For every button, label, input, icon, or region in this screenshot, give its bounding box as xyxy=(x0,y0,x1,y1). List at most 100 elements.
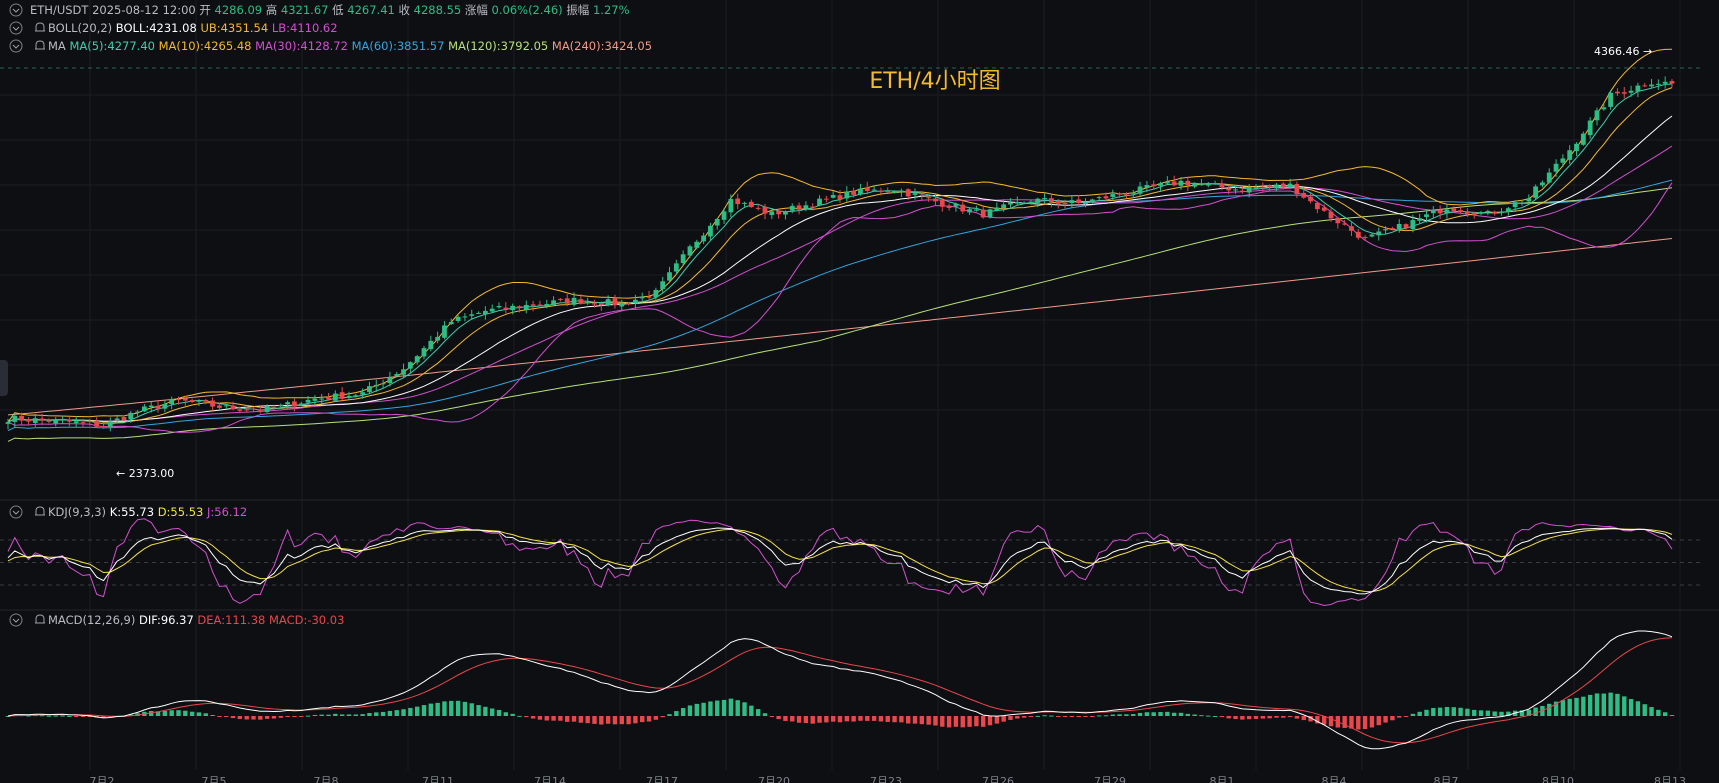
candle-body xyxy=(578,299,584,304)
toggle-header-icon[interactable] xyxy=(9,3,23,17)
macd-bar xyxy=(633,716,638,724)
candle-body xyxy=(442,325,447,338)
macd-bar xyxy=(1478,710,1484,716)
chevron-down-icon xyxy=(12,44,20,49)
candle-body xyxy=(298,403,304,406)
macd-bar xyxy=(987,716,993,726)
candle-body xyxy=(230,405,236,410)
candle-body xyxy=(305,399,311,403)
macd-bar xyxy=(1308,716,1313,722)
chevron-down-icon xyxy=(12,26,20,31)
candle-body xyxy=(960,204,966,212)
macd-bar xyxy=(1206,715,1211,717)
candle-body xyxy=(292,401,297,407)
macd-bar xyxy=(1635,701,1641,716)
candle-body xyxy=(1083,202,1088,204)
candle-body xyxy=(367,386,372,393)
macd-bar xyxy=(1362,716,1368,730)
macd-bar xyxy=(1219,716,1225,718)
macd-bar xyxy=(933,716,938,726)
macd-bar xyxy=(414,706,420,716)
macd-bar xyxy=(1390,716,1395,721)
chevron-down-icon xyxy=(12,618,20,623)
candle-body xyxy=(373,384,379,387)
macd-bar xyxy=(599,716,604,725)
macd-bar xyxy=(1349,716,1354,729)
macd-bar xyxy=(149,711,154,716)
candle-body xyxy=(46,420,52,422)
candle-body xyxy=(1096,197,1102,199)
x-axis-label: 7月2 xyxy=(90,775,115,783)
candle-body xyxy=(517,306,522,309)
toggle-macd-icon[interactable] xyxy=(9,613,23,627)
candle-body xyxy=(1185,180,1191,186)
macd-bar xyxy=(162,711,168,716)
toggle-boll-icon[interactable] xyxy=(9,21,23,35)
macd-bar xyxy=(858,716,863,721)
macd-bar xyxy=(333,713,338,716)
candle-body xyxy=(810,206,816,208)
chevron-circle xyxy=(9,39,23,53)
chevron-circle xyxy=(9,21,23,35)
candle-body xyxy=(1662,81,1668,84)
candle-body xyxy=(1274,184,1279,189)
candle-body xyxy=(19,415,25,421)
macd-bar xyxy=(524,716,529,718)
candle-body xyxy=(687,246,693,256)
macd-bar xyxy=(558,716,563,721)
macd-bar xyxy=(442,701,447,716)
bell-icon xyxy=(35,40,45,50)
macd-bar xyxy=(885,716,890,722)
macd-bar xyxy=(217,716,222,717)
change-value: 0.06%(2.46) xyxy=(492,3,567,17)
candle-body xyxy=(1199,184,1204,186)
macd-bar xyxy=(783,716,788,721)
macd-bar xyxy=(1171,712,1177,716)
candle-body xyxy=(633,299,638,304)
chevron-down-icon xyxy=(12,8,20,13)
macd-bar xyxy=(946,716,952,728)
macd-bar xyxy=(5,716,11,717)
candle-body xyxy=(742,202,747,204)
candle-body xyxy=(1546,172,1552,183)
ma-item: MA(60):3851.57 xyxy=(352,39,448,53)
kdj-d-value: D:55.53 xyxy=(158,505,207,519)
macd-bar xyxy=(708,701,713,716)
candle-body xyxy=(1553,163,1559,172)
chart-watermark: ETH/4小时图 xyxy=(869,69,1000,94)
macd-bar xyxy=(1083,716,1088,717)
toggle-kdj-icon[interactable] xyxy=(9,505,23,519)
macd-bar xyxy=(1547,703,1552,716)
candle-body xyxy=(660,281,666,290)
bell-icon xyxy=(35,22,45,32)
candle-body xyxy=(73,421,79,423)
candle-body xyxy=(1655,83,1661,85)
macd-bar xyxy=(1642,704,1647,716)
collapse-panel-handle[interactable] xyxy=(0,360,8,396)
candle-body xyxy=(1117,193,1123,195)
macd-bar xyxy=(824,716,829,723)
candle-body xyxy=(353,395,359,397)
candle-body xyxy=(1587,120,1593,136)
toggle-ma-icon[interactable] xyxy=(9,39,23,53)
macd-bar xyxy=(878,716,884,722)
candle-body xyxy=(680,254,686,264)
x-axis-label: 7月20 xyxy=(758,775,790,783)
candle-body xyxy=(278,404,284,407)
macd-bar xyxy=(1294,716,1300,719)
candle-body xyxy=(864,187,870,191)
ma-label: MA xyxy=(48,39,69,53)
candle-body xyxy=(1103,196,1109,199)
candle-body xyxy=(1376,231,1382,236)
close-label: 收 xyxy=(399,3,414,17)
macd-bar xyxy=(353,714,359,716)
x-axis-label: 8月13 xyxy=(1654,775,1686,783)
macd-bar xyxy=(26,715,31,717)
macd-bar xyxy=(1212,715,1218,717)
macd-bar xyxy=(1656,709,1661,716)
macd-bar xyxy=(1594,693,1600,716)
candle-body xyxy=(939,199,945,207)
pair-label: ETH/USDT xyxy=(30,3,92,17)
candle-body xyxy=(26,419,31,422)
